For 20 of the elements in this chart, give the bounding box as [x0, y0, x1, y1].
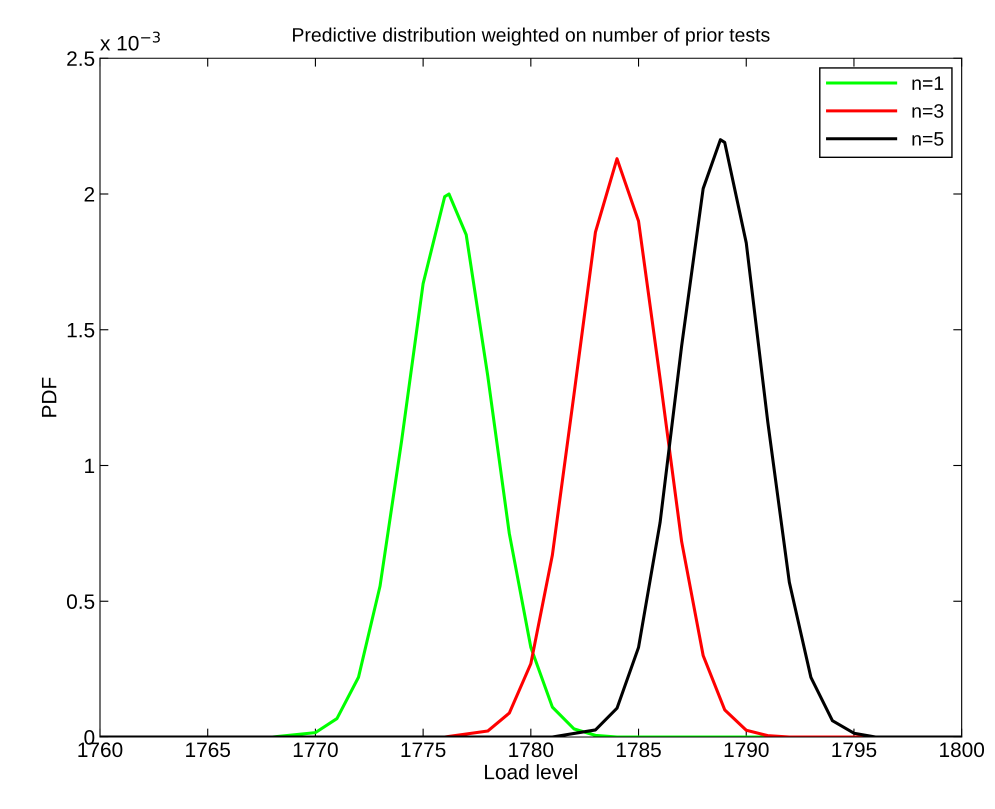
legend-label: n=5 [912, 132, 944, 146]
y-tick-label: 2.5 [67, 51, 94, 66]
x-tick-label: 1800 [940, 742, 984, 758]
x-axis-title: Load level [485, 764, 577, 780]
x-tick-label: 1790 [724, 742, 769, 758]
x-tick-label: 1785 [616, 742, 661, 758]
chart-title: Predictive distribution weighted on number of prior tests [293, 27, 770, 46]
x-tick-label: 1795 [832, 742, 876, 758]
text: x 10$^{−3}$ [100, 32, 160, 51]
y-tick-label: 0.5 [66, 594, 94, 610]
x-tick-label: 1780 [509, 742, 554, 758]
x-tick-label: 1765 [186, 742, 230, 758]
legend-label: n=1 [912, 76, 944, 90]
y-axis-title: PDF [42, 378, 56, 417]
x-tick-label: 1775 [402, 742, 446, 758]
y-tick-label: 1 [85, 458, 94, 474]
legend-label: n=3 [912, 104, 944, 118]
y-tick-label: 1.5 [68, 322, 94, 338]
y-tick-label: 2 [84, 187, 94, 202]
x-tick-label: 1770 [294, 742, 338, 758]
